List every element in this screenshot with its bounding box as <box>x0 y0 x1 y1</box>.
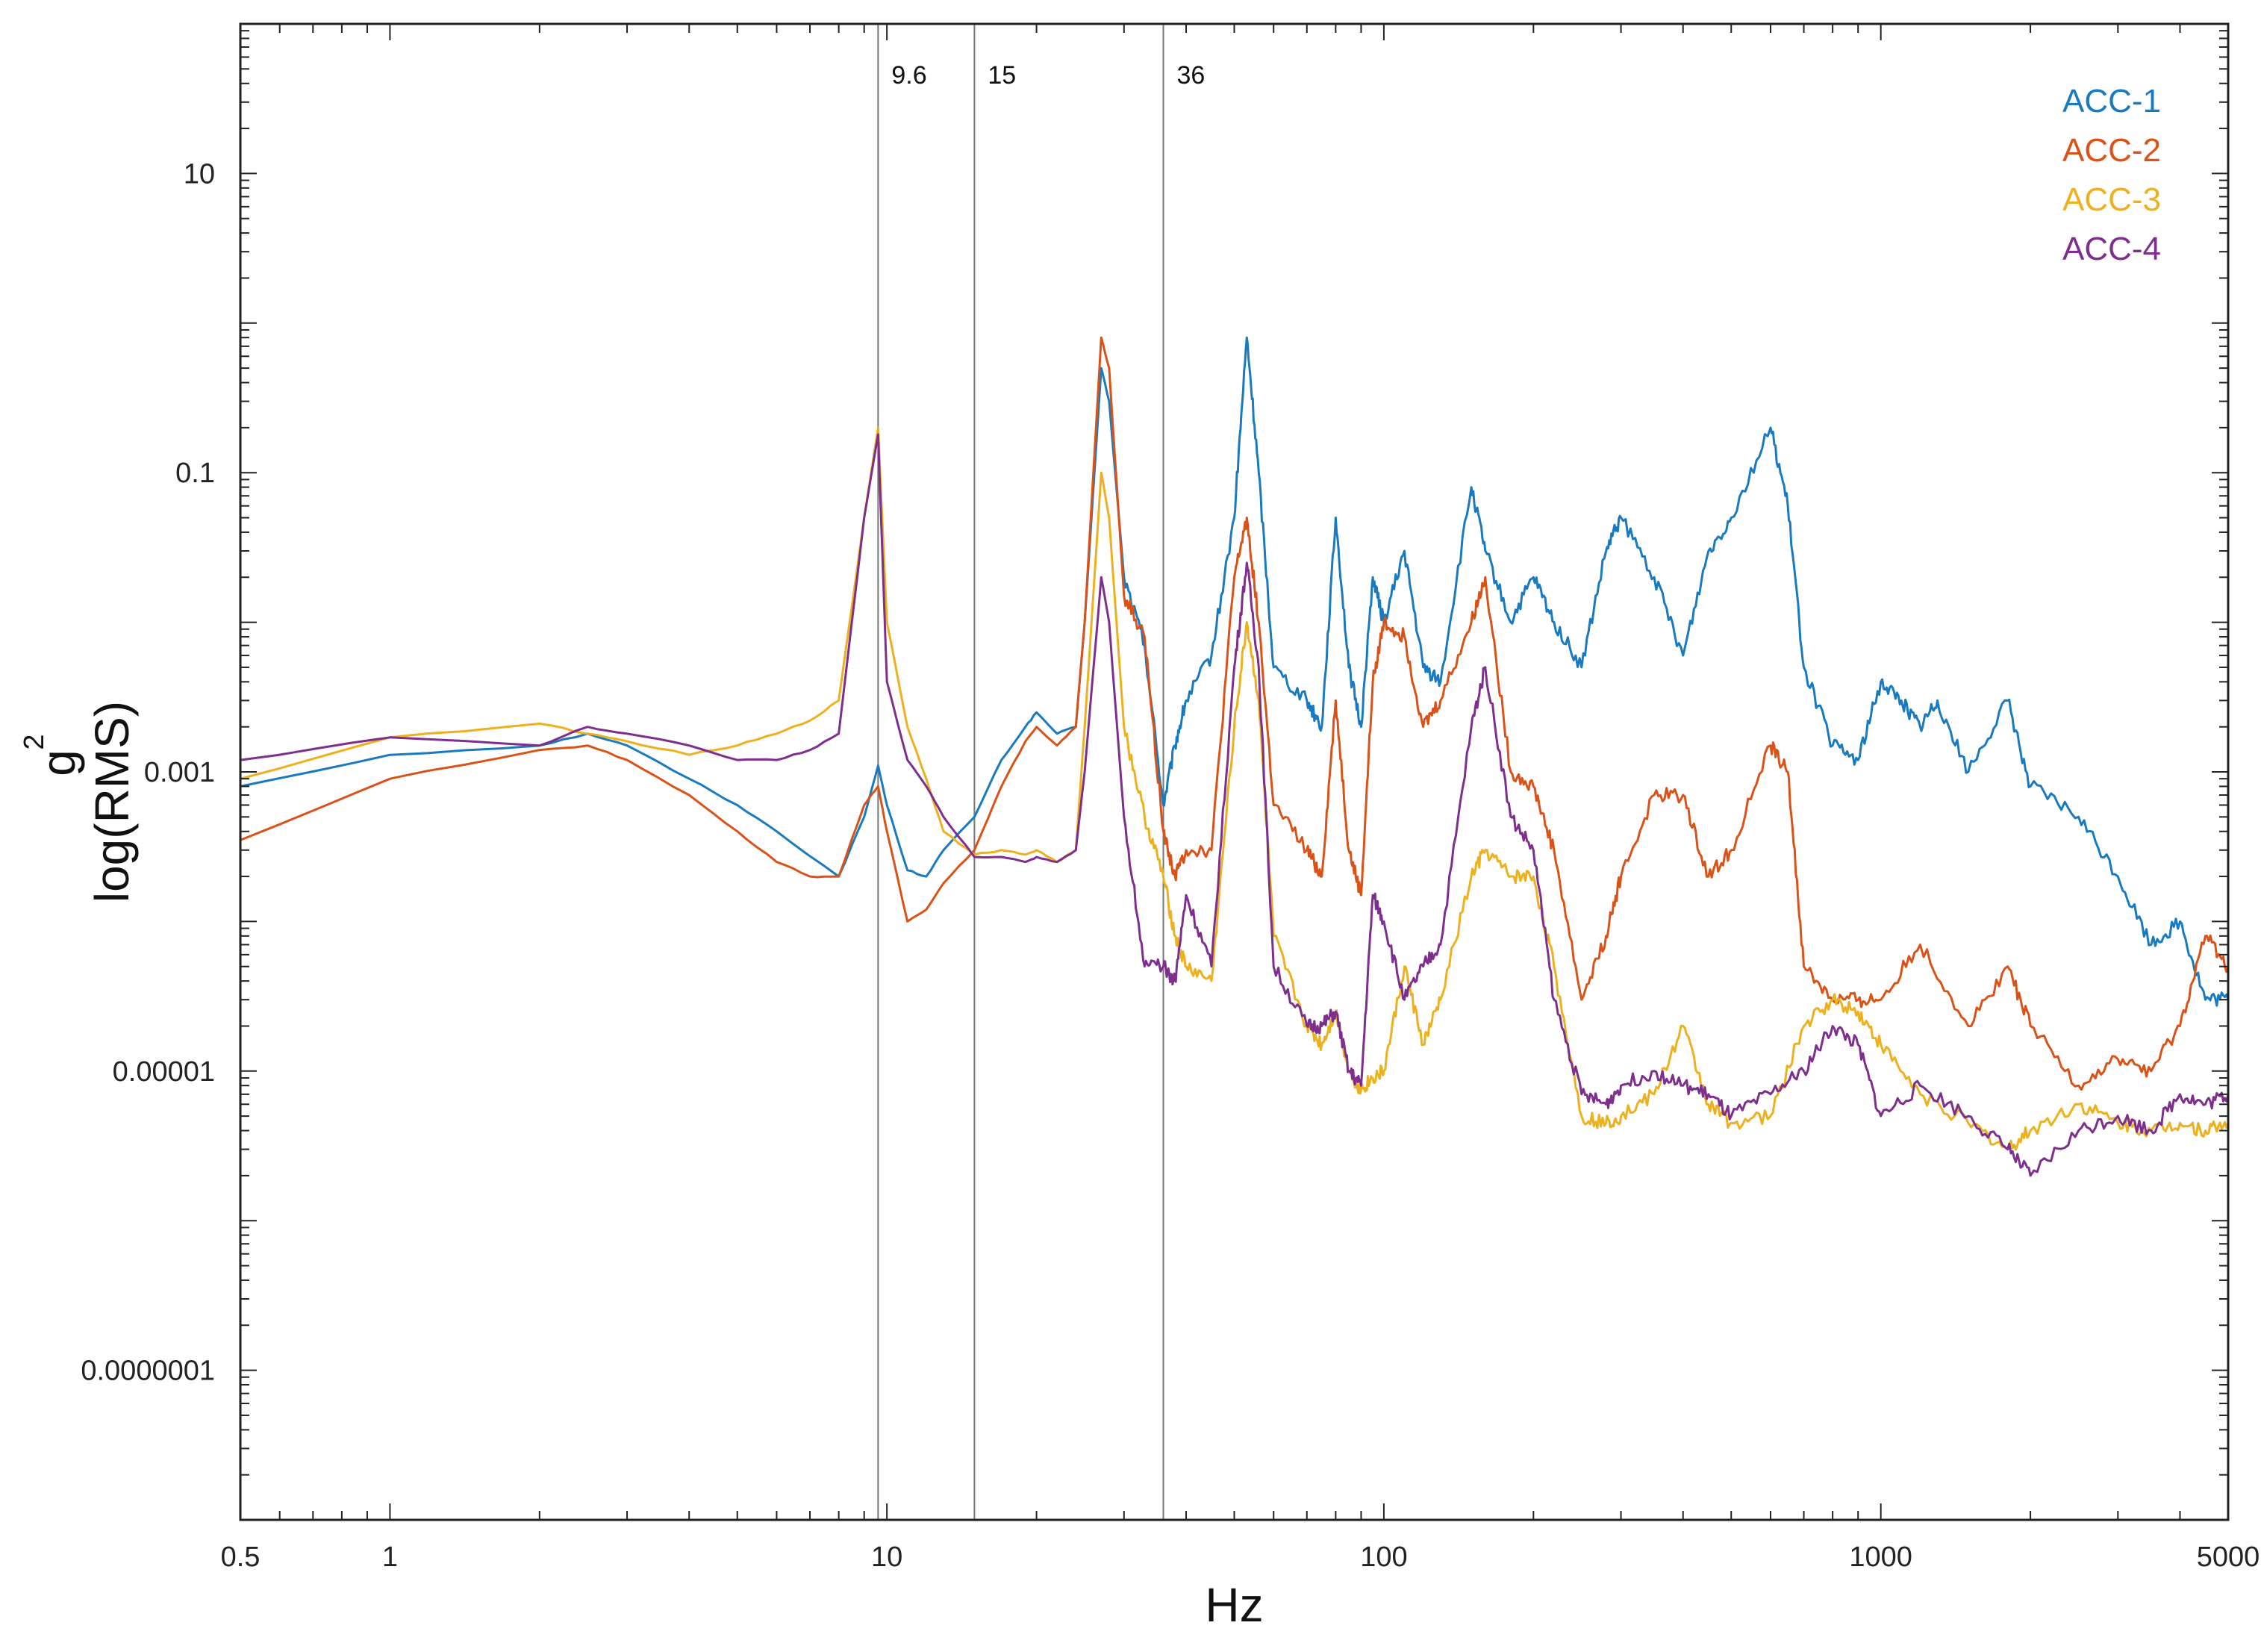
reference-line-labels: 9.6 15 36 <box>891 61 1205 90</box>
series-lines <box>240 336 2230 1177</box>
y-axis-title-unit: g <box>31 749 85 776</box>
legend-entry: ACC-1 <box>2062 83 2161 119</box>
y-axis-title: g 2 log(RMS) <box>19 701 139 903</box>
x-tick-label: 5000 <box>2197 1542 2260 1573</box>
y-tick-label: 0.0000001 <box>81 1356 215 1387</box>
y-tick-label: 0.00001 <box>113 1056 215 1088</box>
x-tick-label: 1000 <box>1849 1542 1912 1573</box>
series-line-acc-2 <box>240 336 2230 1091</box>
axis-ticks <box>240 24 2229 1521</box>
legend-entry: ACC-2 <box>2062 132 2161 169</box>
x-axis-title: Hz <box>1205 1578 1263 1632</box>
y-axis-title-superscript: 2 <box>19 734 50 749</box>
x-tick-label: 1 <box>382 1542 398 1573</box>
y-axis-title-text: log(RMS) <box>85 701 139 903</box>
x-tick-label: 0.5 <box>221 1542 261 1573</box>
axis-tick-labels: 0.5 1 10 100 1000 5000 10 0.1 0.001 0.00001 0.0000… <box>81 158 2260 1573</box>
legend-entry: ACC-3 <box>2062 181 2161 218</box>
reference-line-label: 15 <box>988 61 1016 90</box>
y-tick-label: 0.1 <box>175 458 215 489</box>
y-tick-label: 0.001 <box>144 757 215 788</box>
series-line-acc-3 <box>240 426 2230 1151</box>
reference-line-label: 36 <box>1177 61 1206 90</box>
legend-entry: ACC-4 <box>2062 231 2161 267</box>
reference-line-label: 9.6 <box>891 61 926 90</box>
series-line-acc-4 <box>240 433 2230 1177</box>
x-tick-label: 100 <box>1360 1542 1407 1573</box>
legend: ACC-1 ACC-2 ACC-3 ACC-4 <box>2062 83 2161 267</box>
series-line-acc-1 <box>240 336 2230 1007</box>
reference-lines <box>877 24 1164 1520</box>
x-tick-label: 10 <box>871 1542 902 1573</box>
y-tick-label: 10 <box>184 158 215 190</box>
